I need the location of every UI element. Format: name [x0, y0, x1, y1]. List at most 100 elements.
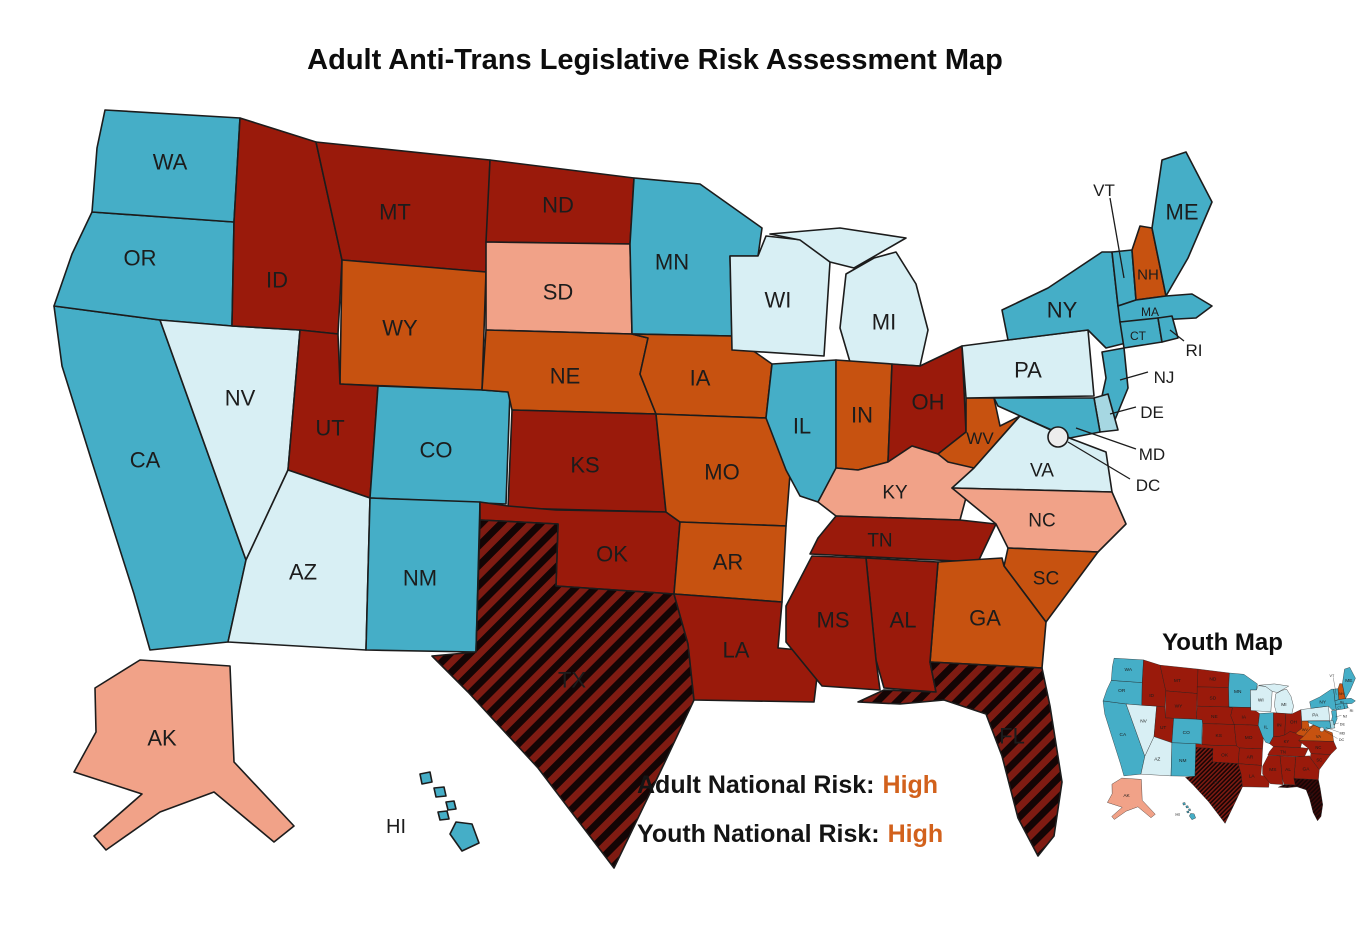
youth-map-title: Youth Map — [1162, 629, 1283, 656]
label-la-adult: LA — [723, 638, 750, 663]
leader-line-vt-youth — [1333, 677, 1337, 695]
label-me-adult: ME — [1166, 200, 1199, 225]
state-wv-youth — [1295, 720, 1314, 737]
state-mi-adult — [769, 227, 929, 367]
youth-national-risk-value: High — [887, 820, 944, 848]
state-ri-adult — [1157, 315, 1179, 343]
leader-line-vt-adult — [1109, 197, 1125, 279]
youth-national-risk-line: Youth National Risk: High — [637, 820, 943, 849]
label-id-adult: ID — [266, 268, 288, 293]
label-ri-youth: RI — [1350, 709, 1354, 713]
label-mt-youth: MT — [1174, 678, 1181, 684]
state-ri-youth — [1343, 702, 1349, 709]
label-ut-adult: UT — [315, 416, 344, 441]
label-pa-youth: PA — [1312, 713, 1319, 719]
state-dc-youth — [1319, 727, 1325, 732]
adult-national-risk-line: Adult National Risk: High — [637, 771, 938, 800]
label-sc-adult: SC — [1033, 569, 1059, 590]
label-ia-youth: IA — [1242, 714, 1247, 720]
label-ms-adult: MS — [817, 608, 850, 633]
label-ms-youth: MS — [1269, 767, 1276, 773]
label-nd-youth: ND — [1209, 677, 1216, 683]
leader-line-ri-adult — [1169, 329, 1185, 342]
label-la-youth: LA — [1249, 774, 1256, 780]
label-ny-youth: NY — [1319, 699, 1326, 705]
label-ne-adult: NE — [550, 364, 581, 389]
label-mi-youth: MI — [1281, 702, 1286, 708]
label-wi-adult: WI — [765, 288, 792, 313]
label-ri-adult: RI — [1186, 341, 1203, 360]
state-fl-youth — [1278, 778, 1323, 821]
label-wv-youth: WV — [1302, 728, 1308, 732]
label-nh-youth: NH — [1339, 692, 1344, 696]
label-or-adult: OR — [124, 246, 157, 271]
state-pa-adult — [961, 329, 1095, 399]
label-ky-adult: KY — [882, 483, 908, 504]
leader-line-de-youth — [1333, 722, 1339, 725]
page-title: Adult Anti-Trans Legislative Risk Assess… — [307, 44, 1003, 76]
label-ga-youth: GA — [1302, 767, 1310, 773]
label-in-youth: IN — [1277, 722, 1282, 728]
adult-map: CA OR WA NV ID MT WY UT CO AZ NM ND SD NE KS OK TX MN IA MO… — [53, 109, 1213, 869]
label-va-youth: VA — [1316, 734, 1321, 739]
state-mi-youth — [1258, 683, 1294, 715]
label-hi-adult: HI — [386, 816, 406, 838]
label-ne-youth: NE — [1211, 714, 1218, 720]
label-ny-adult: NY — [1047, 298, 1078, 323]
state-hi-youth — [1182, 802, 1196, 820]
label-wi-youth: WI — [1258, 697, 1264, 703]
label-dc-adult: DC — [1136, 476, 1161, 495]
state-tx-adult — [431, 519, 695, 869]
youth-national-risk-label: Youth National Risk: — [637, 820, 880, 848]
label-ma-youth: MA — [1340, 700, 1344, 704]
state-co-adult — [369, 385, 511, 505]
leader-line-ri-youth — [1346, 706, 1350, 709]
label-mo-youth: MO — [1245, 735, 1253, 741]
label-wa-youth: WA — [1125, 667, 1133, 673]
label-nv-youth: NV — [1140, 719, 1147, 725]
state-wa-youth — [1111, 658, 1144, 683]
label-va-adult: VA — [1030, 461, 1054, 482]
label-mn-adult: MN — [655, 250, 689, 275]
state-ak-youth — [1107, 777, 1156, 820]
label-oh-youth: OH — [1290, 720, 1298, 726]
leader-line-nj-youth — [1335, 715, 1342, 718]
label-nj-adult: NJ — [1154, 368, 1175, 387]
label-md-adult: MD — [1139, 445, 1165, 464]
label-ak-adult: AK — [147, 726, 177, 751]
label-mn-youth: MN — [1234, 689, 1242, 695]
state-tn-adult — [809, 515, 997, 563]
state-ms-adult — [785, 555, 881, 691]
leader-line-de-adult — [1109, 406, 1137, 415]
state-fl-adult — [857, 661, 1063, 857]
label-ar-youth: AR — [1247, 754, 1254, 760]
label-az-youth: AZ — [1154, 757, 1160, 763]
label-fl-adult: FL — [999, 724, 1025, 749]
adult-national-risk-value: High — [882, 771, 939, 799]
label-nd-adult: ND — [542, 193, 574, 218]
label-pa-adult: PA — [1014, 358, 1042, 383]
label-nm-adult: NM — [403, 566, 437, 591]
label-il-youth: IL — [1264, 725, 1268, 731]
label-wy-adult: WY — [382, 316, 418, 341]
leader-line-md-adult — [1075, 427, 1137, 450]
state-wv-adult — [937, 397, 1021, 469]
label-id-youth: ID — [1149, 693, 1154, 699]
label-or-youth: OR — [1118, 688, 1126, 694]
label-oh-adult: OH — [912, 390, 945, 415]
youth-map-inset: CA OR WA NV ID MT WY UT CO AZ NM ND SD NE KS OK TX MN IA MO… — [1102, 658, 1356, 824]
state-pa-youth — [1300, 705, 1330, 722]
label-az-adult: AZ — [289, 560, 317, 585]
label-ca-adult: CA — [130, 448, 161, 473]
state-az-youth — [1140, 736, 1173, 777]
label-sd-youth: SD — [1210, 696, 1217, 702]
label-wv-adult: WV — [966, 429, 994, 448]
label-nh-adult: NH — [1137, 266, 1159, 283]
state-wa-adult — [91, 109, 241, 223]
label-vt-youth: VT — [1330, 674, 1335, 678]
label-de-adult: DE — [1140, 403, 1164, 422]
label-nc-youth: NC — [1315, 745, 1321, 750]
label-me-youth: ME — [1345, 678, 1352, 684]
